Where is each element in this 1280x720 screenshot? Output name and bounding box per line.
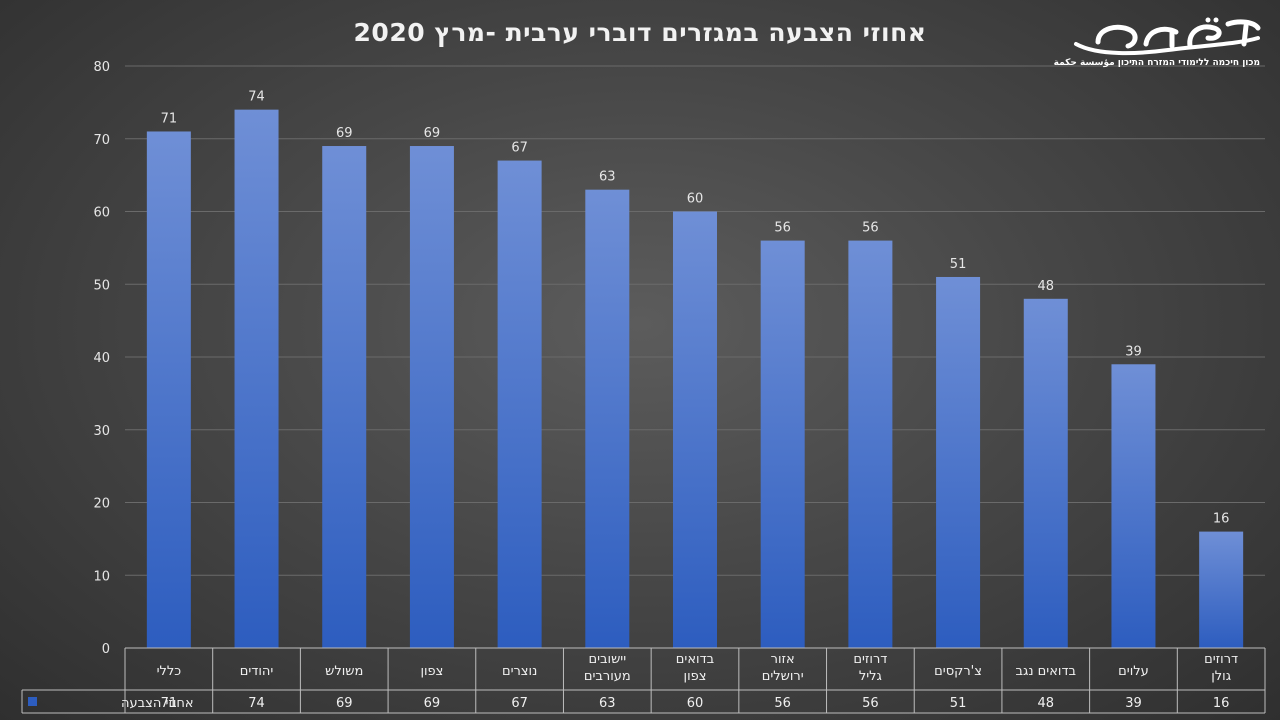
data-label: 63	[599, 170, 616, 185]
y-tick-label: 70	[93, 133, 110, 148]
hikma-logo	[1074, 17, 1261, 56]
category-label: כללי	[157, 664, 182, 679]
category-label: יישובים מעורבים	[584, 652, 631, 684]
y-tick-label: 30	[93, 424, 110, 439]
data-label: 71	[161, 111, 178, 126]
category-label: בדואים צפון	[676, 652, 714, 684]
category-label: משולש	[325, 664, 363, 679]
data-label: 60	[687, 192, 704, 207]
y-tick-label: 10	[93, 569, 110, 584]
bar	[1199, 531, 1244, 648]
data-label: 67	[511, 141, 528, 156]
legend-label: אחוזי הצבעה	[121, 696, 194, 711]
bars	[146, 109, 1244, 649]
bar	[409, 146, 454, 648]
data-label: 48	[1037, 279, 1054, 294]
data-label: 56	[862, 221, 879, 236]
data-table: כללי יהודים משולש צפון נוצרים יישובים מעורבים ב…	[21, 647, 1266, 714]
data-label: 51	[950, 257, 967, 272]
table-value-cell: 67	[511, 696, 528, 711]
legend-swatch	[28, 697, 37, 706]
category-label: דרוזים גליל	[853, 652, 887, 684]
data-label: 69	[336, 126, 353, 141]
logo-tagline: מכון חיכמה ללימודי המזרח התיכון مؤسسة حك…	[1053, 58, 1260, 68]
bar	[497, 160, 542, 648]
data-label: 69	[424, 126, 441, 141]
table-value-cell: 16	[1213, 696, 1230, 711]
bar	[936, 276, 981, 648]
data-label: 16	[1213, 512, 1230, 527]
table-value-cell: 63	[599, 696, 616, 711]
category-label: צ'רקסים	[934, 664, 982, 679]
table-value-cell: 69	[424, 696, 441, 711]
chart-title: אחוזי הצבעה במגזרים דוברי ערבית -מרץ 202…	[353, 18, 927, 47]
category-label: דרוזים גולן	[1204, 652, 1238, 684]
bar	[234, 109, 279, 648]
data-label: 74	[248, 90, 265, 105]
category-label: צפון	[420, 664, 443, 679]
category-label: אזור ירושלים	[762, 652, 804, 684]
y-axis-tick-labels: 0 10 20 30 40 50 60 70 80	[93, 60, 110, 657]
y-tick-label: 20	[93, 497, 110, 512]
bar	[673, 211, 717, 648]
data-labels: 71 74 69 69 67 63 60 56 56 51 48 39 16	[161, 90, 1230, 527]
bar	[848, 240, 893, 648]
y-tick-label: 40	[93, 351, 110, 366]
data-label: 39	[1125, 344, 1142, 359]
table-value-cell: 56	[774, 696, 791, 711]
bar	[146, 131, 191, 649]
table-value-cell: 39	[1125, 696, 1142, 711]
table-value-cell: 51	[950, 696, 967, 711]
table-value-cell: 60	[687, 696, 704, 711]
table-value-cell: 56	[862, 696, 879, 711]
data-label: 56	[774, 221, 791, 236]
y-tick-label: 80	[93, 60, 110, 75]
y-tick-label: 60	[93, 206, 110, 221]
table-value-cell: 69	[336, 696, 353, 711]
table-value-cell: 48	[1037, 696, 1054, 711]
table-value-cell: 74	[248, 696, 265, 711]
bar	[585, 189, 630, 649]
table-value-cell: 71	[161, 696, 178, 711]
category-label: נוצרים	[502, 664, 537, 679]
y-tick-label: 50	[93, 278, 110, 293]
y-tick-label: 0	[102, 642, 110, 657]
category-label: בדואים נגב	[1015, 664, 1076, 679]
bar	[760, 240, 805, 648]
bar	[322, 146, 367, 648]
category-label: יהודים	[240, 664, 274, 679]
bar	[1111, 364, 1156, 648]
bar	[1023, 298, 1068, 648]
category-label: עלוים	[1118, 664, 1149, 679]
